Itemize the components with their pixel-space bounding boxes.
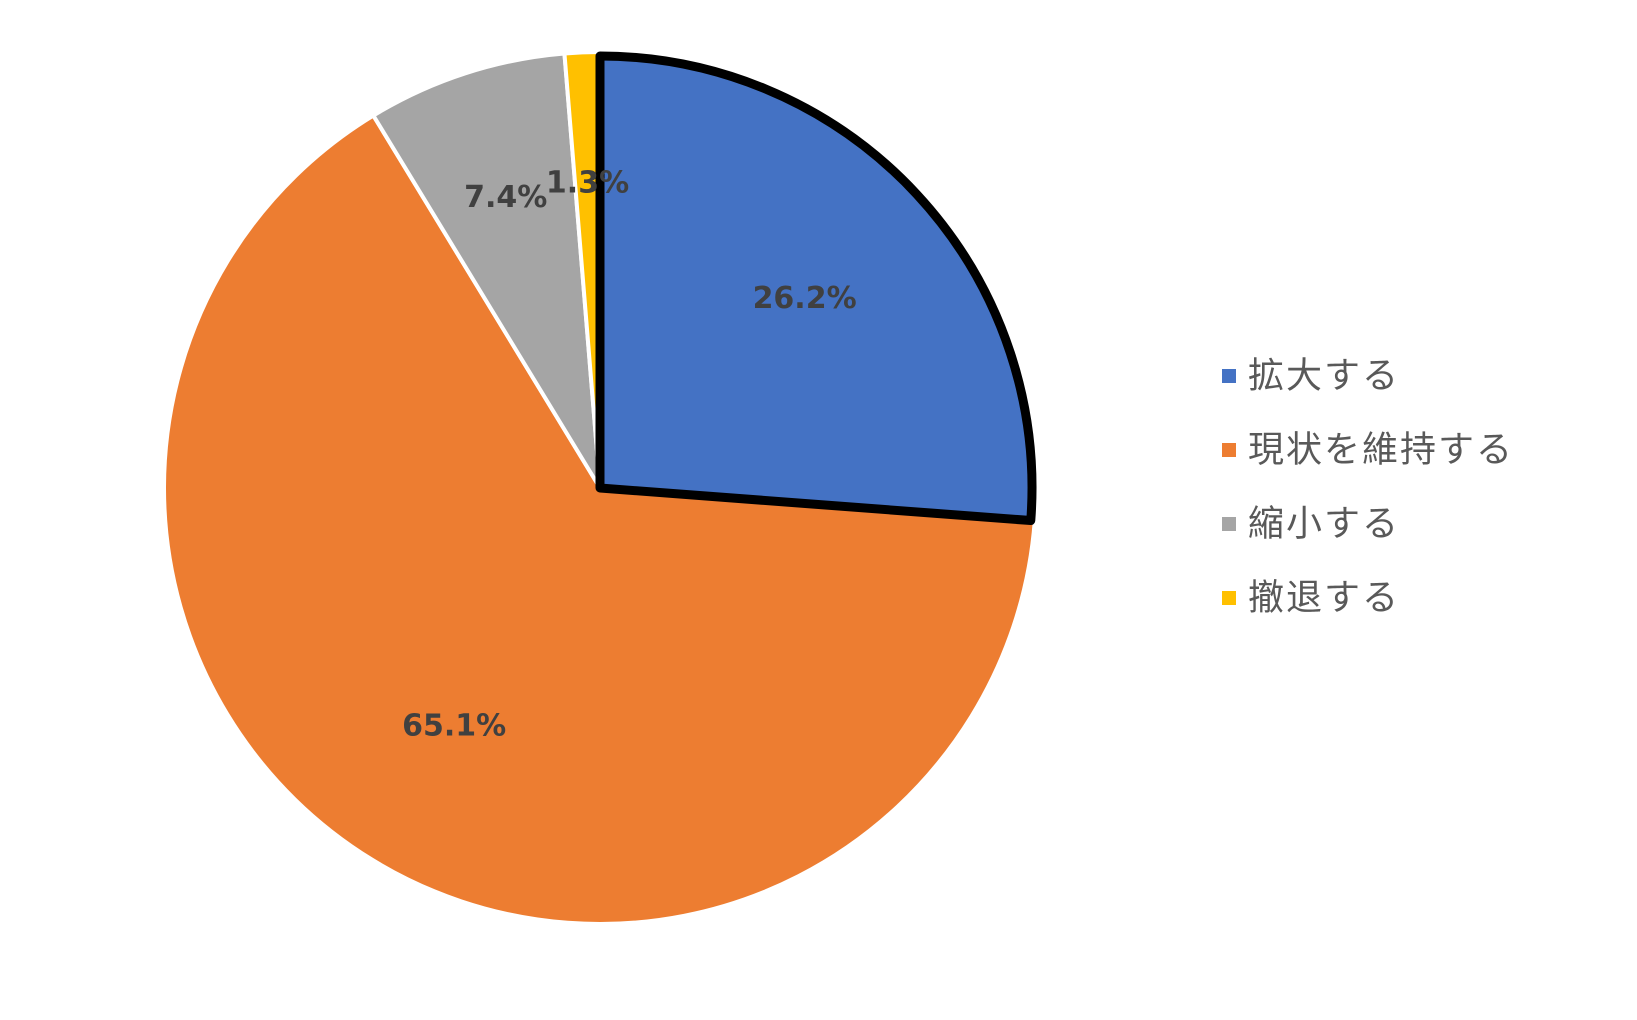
- data-label-3: 7.4%: [464, 180, 547, 215]
- data-label-4: 1.3%: [546, 166, 629, 201]
- legend-swatch-2: [1222, 443, 1236, 457]
- legend-swatch-4: [1222, 591, 1236, 605]
- highlight-layer: [595, 51, 1037, 526]
- legend-label-1: 拡大する: [1248, 356, 1400, 397]
- legend-label-2: 現状を維持する: [1248, 430, 1514, 471]
- highlighted-slice-outline: [595, 51, 1037, 526]
- legend-swatch-3: [1222, 517, 1236, 531]
- data-label-1: 26.2%: [753, 281, 857, 316]
- data-labels-layer: 26.2% 65.1% 7.4%1.3%: [402, 166, 856, 744]
- legend-label-4: 撤退する: [1248, 578, 1400, 619]
- slice-3: [371, 51, 602, 490]
- slices-layer: [162, 50, 1038, 926]
- legend-label-3: 縮小する: [1248, 504, 1400, 545]
- slice-2: [162, 113, 1037, 926]
- data-label-2: 65.1%: [402, 708, 506, 743]
- legend-swatch-1: [1222, 369, 1236, 383]
